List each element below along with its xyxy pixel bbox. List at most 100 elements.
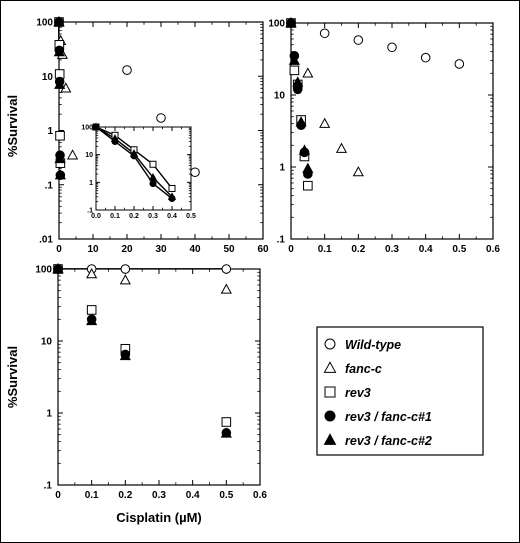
data-point-wt-bottom	[120, 264, 131, 274]
data-point-fancc-top-right	[352, 166, 364, 177]
x-tick-label-inset: 0.1	[110, 213, 120, 220]
data-points-layer	[52, 16, 465, 438]
y-tick-label-bottom: 1	[46, 409, 52, 420]
data-point-rf2-inset	[129, 149, 139, 157]
data-point-fancc-bottom	[220, 283, 232, 294]
data-point-fancc-bottom	[119, 274, 131, 285]
x-tick-label-top-right: 0	[288, 244, 294, 255]
data-point-wt-top-right	[387, 42, 397, 53]
data-point-rev3-bottom	[86, 305, 97, 315]
legend-marker-rf2	[323, 433, 337, 445]
data-point-rf2-inset	[91, 122, 101, 131]
data-point-wt-bottom	[221, 264, 232, 274]
legend: Wild-type fanc-c rev3 rev3 / fanc-c#1 re…	[316, 326, 484, 456]
y-tick-label-bottom: 10	[41, 337, 53, 348]
data-point-rf2-top-right	[302, 162, 314, 173]
data-point-rf2-top-right	[298, 144, 311, 155]
data-point-rf2-top-right	[285, 17, 297, 28]
data-point-rf2-bottom	[52, 263, 64, 274]
y-axis-title-bottom: %Survival	[5, 346, 20, 408]
data-point-rf2-top-left	[54, 78, 66, 89]
x-tick-label-top-left: 10	[87, 244, 99, 255]
data-point-wt-top-left	[190, 167, 200, 178]
y-tick-label-top-left: .01	[39, 235, 53, 246]
data-point-wt-top-right	[420, 52, 431, 63]
x-tick-label-bottom: 0.4	[186, 490, 200, 501]
legend-box	[316, 326, 484, 456]
legend-marker-rf1	[324, 410, 336, 422]
plot-area-top-right	[290, 22, 494, 240]
data-point-rf2-inset	[148, 172, 158, 181]
x-tick-label-bottom: 0.1	[85, 490, 99, 501]
data-point-rf2-top-left	[54, 169, 66, 180]
y-tick-label-inset: 100	[81, 125, 93, 132]
x-tick-label-top-left: 30	[155, 244, 167, 255]
data-point-rf2-inset	[110, 134, 120, 142]
data-point-rev3-top-left	[55, 130, 65, 141]
x-tick-label-top-left: 50	[223, 244, 235, 255]
legend-label-fanc-c: fanc-c	[345, 362, 382, 376]
x-tick-label-top-right: 0.4	[419, 244, 433, 255]
x-axis-title: Cisplatin (µM)	[116, 510, 201, 525]
x-tick-label-inset: 0.2	[129, 213, 139, 220]
x-tick-label-bottom: 0.6	[253, 490, 267, 501]
data-point-fancc-top-right	[302, 67, 314, 78]
y-tick-label-top-left: 100	[36, 18, 53, 29]
data-point-rev3-bottom	[221, 417, 232, 427]
x-tick-label-bottom: 0	[55, 490, 61, 501]
data-point-rf2-bottom	[119, 349, 131, 361]
legend-label-rev3: rev3	[345, 386, 371, 400]
y-tick-label-top-left: .1	[45, 180, 54, 191]
data-point-wt-top-left	[122, 65, 132, 75]
legend-label-rev3-fanc-c-2: rev3 / fanc-c#2	[345, 434, 432, 448]
legend-label-wild-type: Wild-type	[345, 338, 401, 352]
x-tick-label-top-right: 0.2	[351, 244, 365, 255]
legend-marker-fancc	[323, 361, 337, 373]
plot-area-bottom	[57, 268, 261, 486]
data-point-rev3-inset	[168, 184, 176, 192]
data-point-rf2-top-right	[292, 76, 304, 87]
y-tick-label-top-right: 100	[268, 19, 285, 30]
data-point-rf2-top-right	[295, 116, 307, 127]
data-point-rf2-bottom	[86, 314, 98, 326]
y-axis-title-top: %Survival	[5, 95, 20, 157]
data-point-fancc-bottom	[86, 268, 98, 279]
data-point-rev3-top-right	[303, 180, 313, 191]
data-point-wt-top-right	[454, 59, 465, 69]
y-tick-label-top-left: 10	[42, 72, 54, 83]
data-point-fancc-top-right	[335, 142, 348, 153]
y-tick-label-top-left: 1	[47, 126, 53, 137]
data-point-rf2-top-left	[54, 152, 66, 164]
y-tick-label-top-right: 1	[279, 163, 285, 174]
data-point-rf2-top-left	[53, 16, 65, 27]
data-point-rev3-top-right	[289, 65, 300, 76]
data-point-rf2-inset	[167, 192, 177, 200]
data-point-rev3-inset	[149, 160, 157, 168]
x-tick-label-top-left: 60	[257, 244, 269, 255]
x-tick-label-bottom: 0.3	[152, 490, 166, 501]
data-point-rf2-bottom	[220, 427, 232, 438]
x-tick-label-top-left: 0	[56, 244, 62, 255]
legend-marker-rev3	[324, 386, 336, 398]
data-point-fancc-top-left	[67, 149, 79, 160]
x-tick-label-inset: 0.3	[148, 213, 158, 220]
data-point-fancc-top-right	[319, 117, 331, 128]
data-point-rf1-inset	[149, 180, 157, 188]
x-tick-label-top-right: 0.3	[385, 244, 399, 255]
x-tick-label-top-right: 0.1	[318, 244, 332, 255]
legend-label-rev3-fanc-c-1: rev3 / fanc-c#1	[345, 410, 432, 424]
data-point-rf2-top-left	[53, 46, 65, 57]
x-tick-label-top-right: 0.5	[452, 244, 466, 255]
legend-marker-wt	[324, 338, 336, 350]
data-point-wt-top-left	[156, 113, 166, 123]
x-tick-label-inset: 0.4	[167, 213, 177, 220]
data-point-wt-top-right	[353, 35, 364, 45]
x-tick-label-inset: 0.5	[186, 213, 196, 220]
y-tick-label-bottom: .1	[44, 481, 53, 492]
y-tick-label-inset: 10	[85, 152, 93, 159]
y-tick-label-top-right: 10	[274, 91, 286, 102]
x-tick-label-bottom: 0.5	[219, 490, 233, 501]
